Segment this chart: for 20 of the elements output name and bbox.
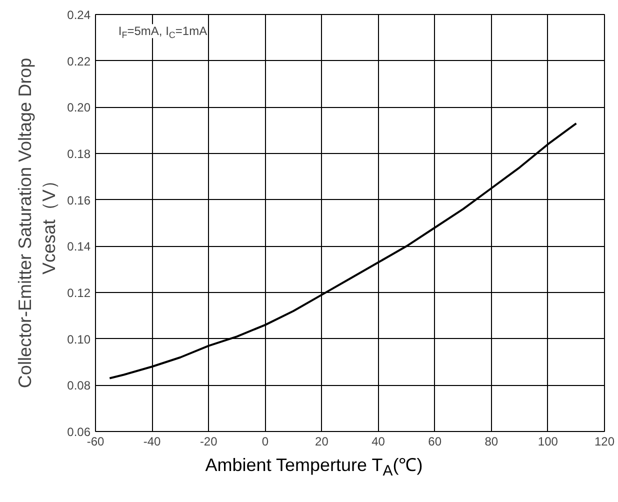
y-tick-label: 0.10 (67, 332, 91, 346)
y-tick-label: 0.24 (67, 8, 91, 22)
y-tick-label: 0.12 (67, 286, 91, 300)
y-axis-title: Collector-Emitter Saturation Voltage Drop Vcesat（V） (15, 58, 60, 388)
x-tick-label: 40 (372, 434, 386, 448)
x-tick-label: 100 (538, 434, 558, 448)
x-tick-label: 120 (594, 434, 615, 448)
y-tick-label: 0.08 (67, 378, 91, 393)
x-tick-label: -20 (200, 434, 218, 448)
x-tick-label: -40 (143, 434, 162, 448)
y-tick-label: 0.22 (67, 54, 91, 68)
x-axis-title: Ambient Temperture T$_{A}$(℃) (204, 454, 424, 482)
x-tick-label: 20 (315, 434, 329, 448)
y-tick-label: 0.16 (67, 193, 91, 208)
y-tick-label: 0.14 (67, 240, 91, 254)
y-tick-label: 0.20 (67, 100, 91, 115)
x-tick-label: 80 (484, 434, 498, 448)
x-tick-label: 0 (262, 434, 269, 448)
y-tick-label: 0.18 (67, 147, 91, 161)
x-tick-label: 60 (428, 434, 442, 448)
